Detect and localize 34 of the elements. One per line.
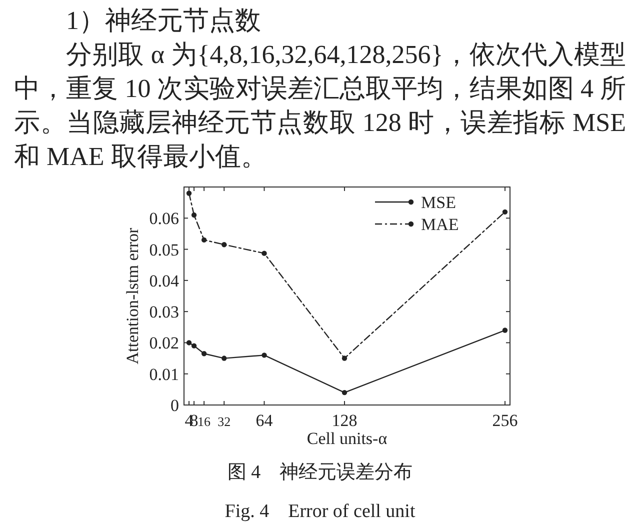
- point: [191, 343, 197, 348]
- text: 分别取 α 为{4,8,16,32,64,128,256}，依次代入模型中，重复 10 次实验对误差汇总取平均，结果如图 4 所示。当隐藏层神经元节点数取 128 时，误差指标 MSE 和 MAE 取得最小值。: [14, 39, 626, 173]
- legend-label: MSE: [421, 193, 456, 212]
- y-tick-label: 0.02: [149, 334, 179, 353]
- x-tick-label: 128: [332, 411, 358, 430]
- point: [191, 212, 197, 218]
- x-tick-label: 256: [492, 411, 518, 430]
- point: [186, 190, 192, 196]
- point: [342, 390, 348, 396]
- y-tick-label: 0.06: [149, 209, 179, 228]
- y-tick-label: 0.04: [149, 271, 180, 290]
- point: [186, 340, 192, 346]
- text: 1）神经元节点数: [65, 5, 262, 37]
- point: [262, 250, 267, 256]
- legend-label: MAE: [421, 215, 459, 234]
- y-tick-label: 0.05: [149, 240, 179, 260]
- text: Fig. 4 Error of cell unit: [224, 501, 416, 522]
- point: [201, 351, 207, 356]
- y-tick-label: 0.01: [149, 364, 179, 384]
- point: [502, 328, 508, 333]
- y-tick-label: 0.03: [149, 302, 179, 322]
- y-axis-title: Attention-lstm error: [123, 227, 142, 364]
- point: [502, 209, 508, 215]
- point: [342, 356, 348, 361]
- text: 图 4 神经元误差分布: [227, 462, 413, 483]
- point: [201, 237, 207, 243]
- x-tick-label: 64: [256, 411, 274, 430]
- x-tick-label: 32: [218, 414, 231, 429]
- point: [262, 352, 267, 358]
- y-tick-label: 0: [170, 396, 179, 415]
- point: [222, 242, 227, 248]
- x-axis-title: Cell units-α: [306, 429, 388, 448]
- x-tick-label: 16: [198, 414, 212, 429]
- point: [222, 356, 227, 361]
